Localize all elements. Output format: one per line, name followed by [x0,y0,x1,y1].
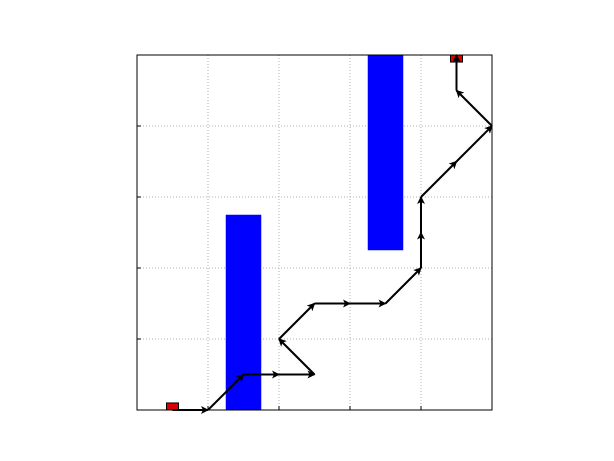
start-marker [166,402,179,411]
path-segment-15 [455,89,493,127]
path-segment-14 [455,125,493,163]
path-segment-13 [420,160,458,198]
path-segment-2 [207,373,245,411]
path-segment-5 [278,338,316,376]
obstacle-bar-2 [367,55,404,251]
path-segment-6 [278,302,316,340]
obstacle-bar-1 [225,214,262,410]
path-segment-9 [384,267,422,305]
ticks [136,54,493,411]
plot-background [137,55,492,410]
plot-frame [136,54,493,411]
